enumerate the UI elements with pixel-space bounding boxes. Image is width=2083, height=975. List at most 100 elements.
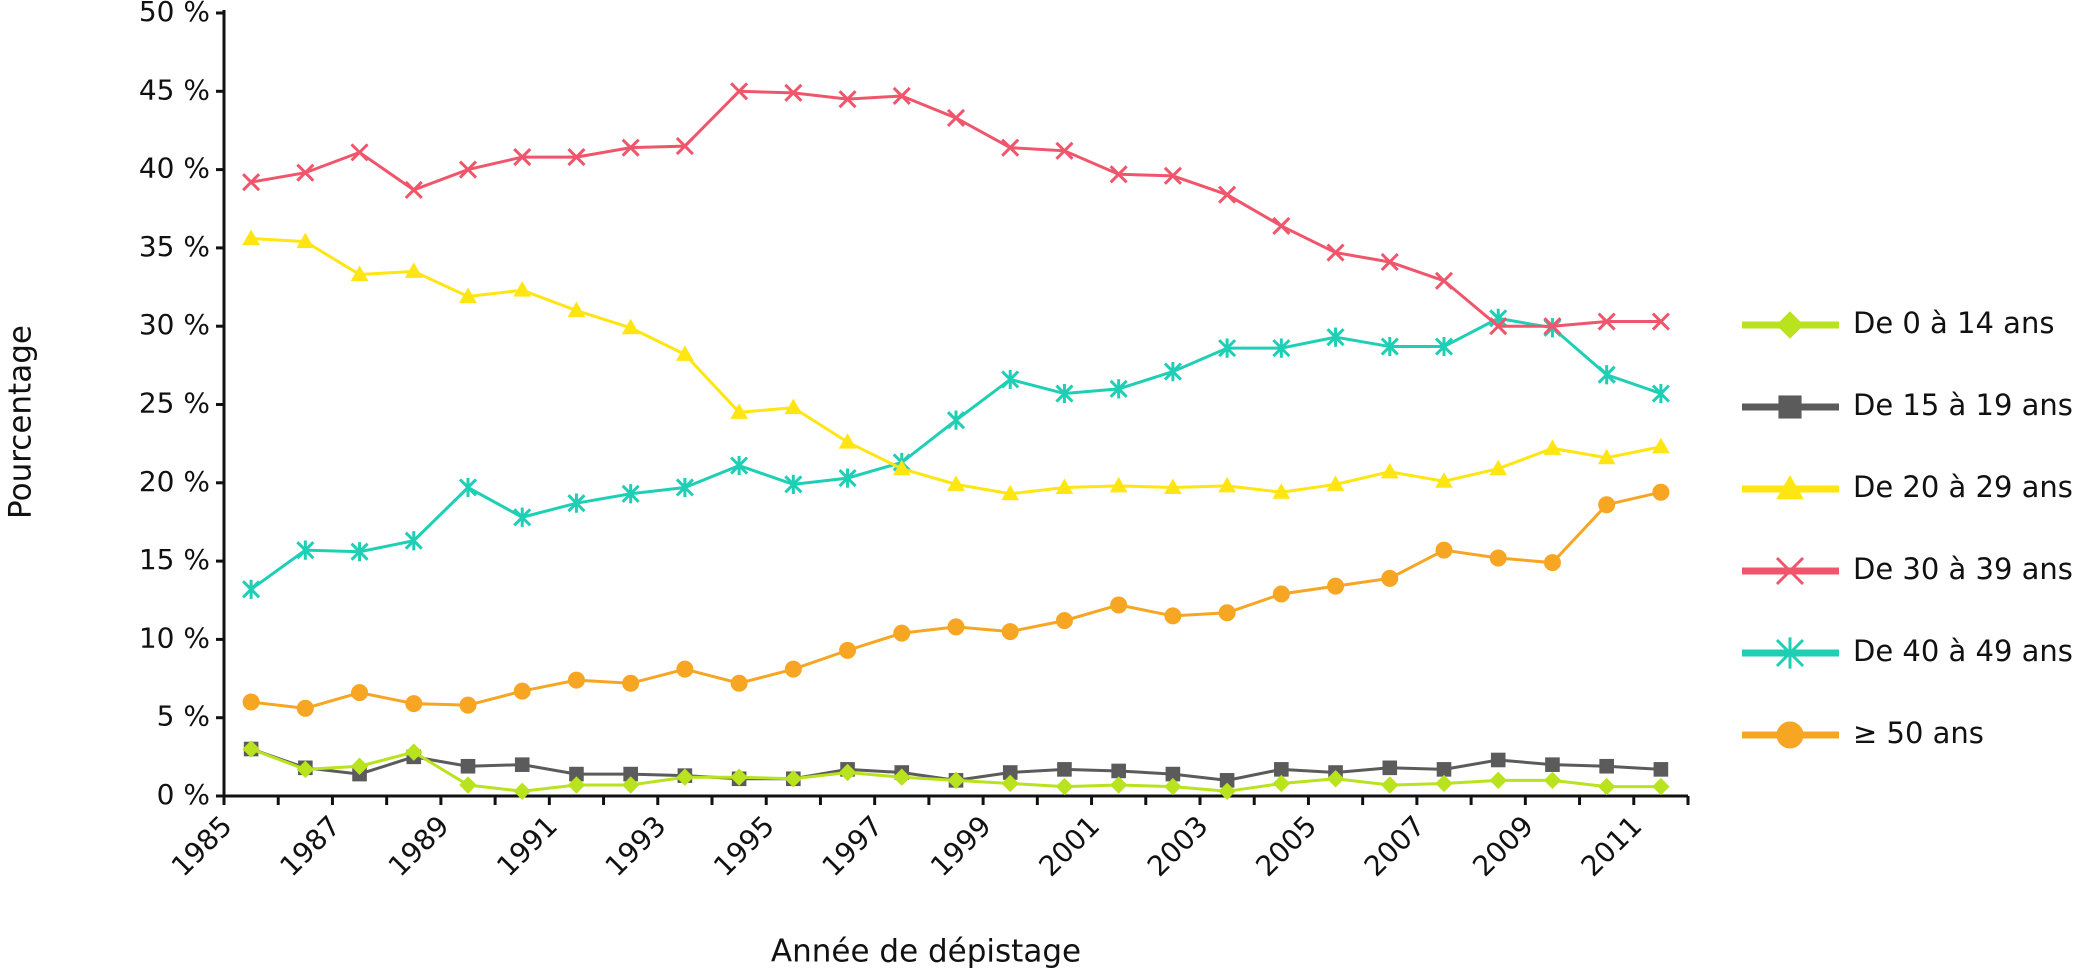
data-point <box>1326 327 1345 347</box>
data-point <box>1490 752 1506 768</box>
data-point <box>1653 762 1669 777</box>
legend-marker <box>1778 395 1802 419</box>
legend-label: De 40 à 49 ans <box>1853 634 2073 668</box>
data-point <box>404 262 423 278</box>
data-point <box>1435 472 1453 488</box>
data-point <box>1543 317 1562 336</box>
data-point <box>1543 771 1562 790</box>
data-point <box>459 696 477 714</box>
data-point <box>676 768 694 786</box>
data-point <box>513 507 532 527</box>
data-point <box>1652 483 1670 501</box>
data-point <box>1436 762 1452 777</box>
data-point <box>296 232 315 249</box>
data-point <box>513 281 532 297</box>
data-point <box>784 770 803 788</box>
data-point <box>784 474 803 494</box>
y-tick-label: 15 % <box>139 543 210 576</box>
data-point <box>405 695 423 713</box>
x-tick-label: 1999 <box>924 809 998 883</box>
data-point <box>296 163 315 182</box>
data-point <box>1272 483 1291 499</box>
data-point <box>839 641 857 659</box>
data-point <box>1218 782 1236 801</box>
data-point <box>242 693 260 711</box>
data-point <box>1381 776 1399 794</box>
data-point <box>893 624 911 642</box>
data-point <box>1326 770 1345 788</box>
data-point <box>351 684 369 702</box>
y-tick-label: 30 % <box>139 308 210 341</box>
data-point <box>676 345 694 361</box>
data-point <box>1109 776 1128 794</box>
data-point <box>1543 439 1562 455</box>
y-axis-title: Pourcentage <box>3 325 39 519</box>
data-point <box>838 90 857 109</box>
data-point <box>784 660 802 678</box>
data-point <box>405 743 423 761</box>
data-point <box>1109 379 1128 399</box>
data-point <box>784 398 803 415</box>
data-point <box>1055 777 1074 796</box>
data-point <box>892 459 911 476</box>
data-point <box>1001 138 1020 157</box>
data-point <box>1109 165 1128 184</box>
data-point <box>567 148 586 167</box>
x-axis-title: Année de dépistage <box>771 934 1081 970</box>
data-point <box>947 771 965 790</box>
data-point <box>1651 383 1670 404</box>
data-point <box>1218 604 1236 622</box>
legend-marker <box>1775 556 1805 586</box>
x-tick-label: 2005 <box>1249 809 1323 883</box>
data-point <box>1218 338 1237 358</box>
legend-marker <box>1776 311 1804 339</box>
data-point <box>730 455 749 476</box>
data-point <box>1327 577 1345 595</box>
data-point <box>1164 607 1182 625</box>
y-tick-label: 25 % <box>139 387 210 420</box>
data-point <box>567 301 586 318</box>
data-point <box>947 475 965 491</box>
data-point <box>1652 777 1670 796</box>
data-point <box>404 531 423 551</box>
data-point <box>1272 585 1290 603</box>
data-point <box>730 674 748 692</box>
data-point <box>1274 762 1289 777</box>
data-point <box>350 265 369 282</box>
data-point <box>838 763 857 782</box>
data-point <box>893 768 911 786</box>
data-point <box>1057 762 1072 777</box>
legend-marker <box>1776 474 1804 500</box>
data-point <box>1109 476 1128 493</box>
y-tick-label: 20 % <box>139 465 210 498</box>
data-point <box>1597 448 1616 465</box>
data-point <box>459 776 477 794</box>
x-tick-label: 1993 <box>599 809 673 883</box>
data-point <box>676 660 694 678</box>
data-point <box>1001 774 1019 793</box>
data-point <box>1218 185 1237 204</box>
data-point <box>730 403 748 419</box>
data-point <box>350 757 369 775</box>
data-point <box>621 484 640 504</box>
data-point <box>1326 475 1345 491</box>
data-point <box>1272 216 1291 236</box>
data-point <box>621 776 640 794</box>
data-point <box>1597 312 1616 331</box>
data-point <box>458 477 478 498</box>
data-point <box>1434 271 1454 290</box>
data-point <box>460 758 476 774</box>
y-tick-label: 0 % <box>157 778 210 811</box>
data-point <box>946 410 966 430</box>
data-point <box>838 468 857 488</box>
data-point <box>784 83 803 102</box>
data-point <box>242 579 261 599</box>
data-point <box>514 757 530 772</box>
data-point <box>1652 437 1670 454</box>
data-point <box>1380 252 1399 272</box>
legend-label: De 30 à 39 ans <box>1853 552 2073 586</box>
data-point <box>296 699 314 717</box>
data-point <box>1489 459 1508 476</box>
x-tick-label: 2003 <box>1141 809 1215 883</box>
